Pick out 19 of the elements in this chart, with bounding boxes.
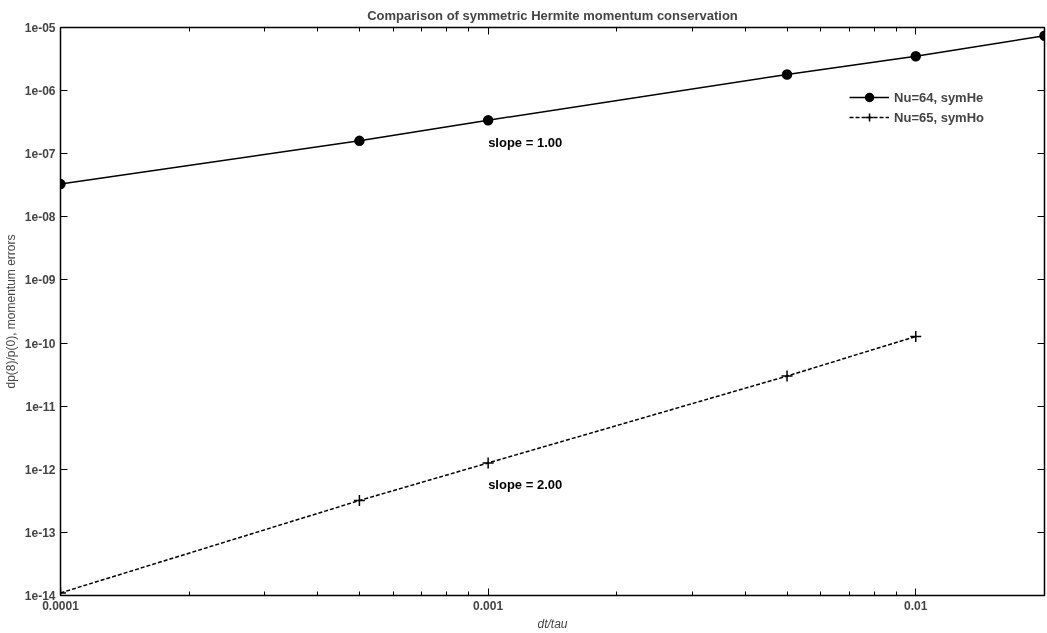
y-tick-label: 1e-09 [24, 273, 56, 288]
annotation: slope = 2.00 [488, 477, 563, 493]
y-tick-label: 1e-06 [24, 84, 56, 99]
y-axis-title: dp(8)/p(0), momentum errors [3, 234, 18, 389]
x-axis-title: dt/tau [537, 616, 568, 631]
y-tick-label: 1e-07 [24, 147, 56, 162]
y-tick-label: 1e-11 [25, 399, 56, 414]
legend-label: Nu=65, symHo [894, 109, 984, 125]
legend-label: Nu=64, symHe [894, 89, 984, 105]
y-tick-label: 1e-05 [24, 21, 56, 35]
x-tick-label: 0.001 [473, 598, 504, 613]
chart-title: Comparison of symmetric Hermite momentum conservation [367, 7, 738, 23]
y-tick-label: 1e-14 [24, 589, 56, 603]
y-tick-label: 1e-12 [24, 462, 56, 477]
annotation: slope = 1.00 [488, 134, 563, 150]
x-tick-label: 0.01 [904, 598, 928, 613]
y-tick-label: 1e-10 [24, 336, 56, 351]
y-tick-label: 1e-13 [24, 525, 56, 540]
y-tick-label: 1e-08 [24, 210, 56, 225]
